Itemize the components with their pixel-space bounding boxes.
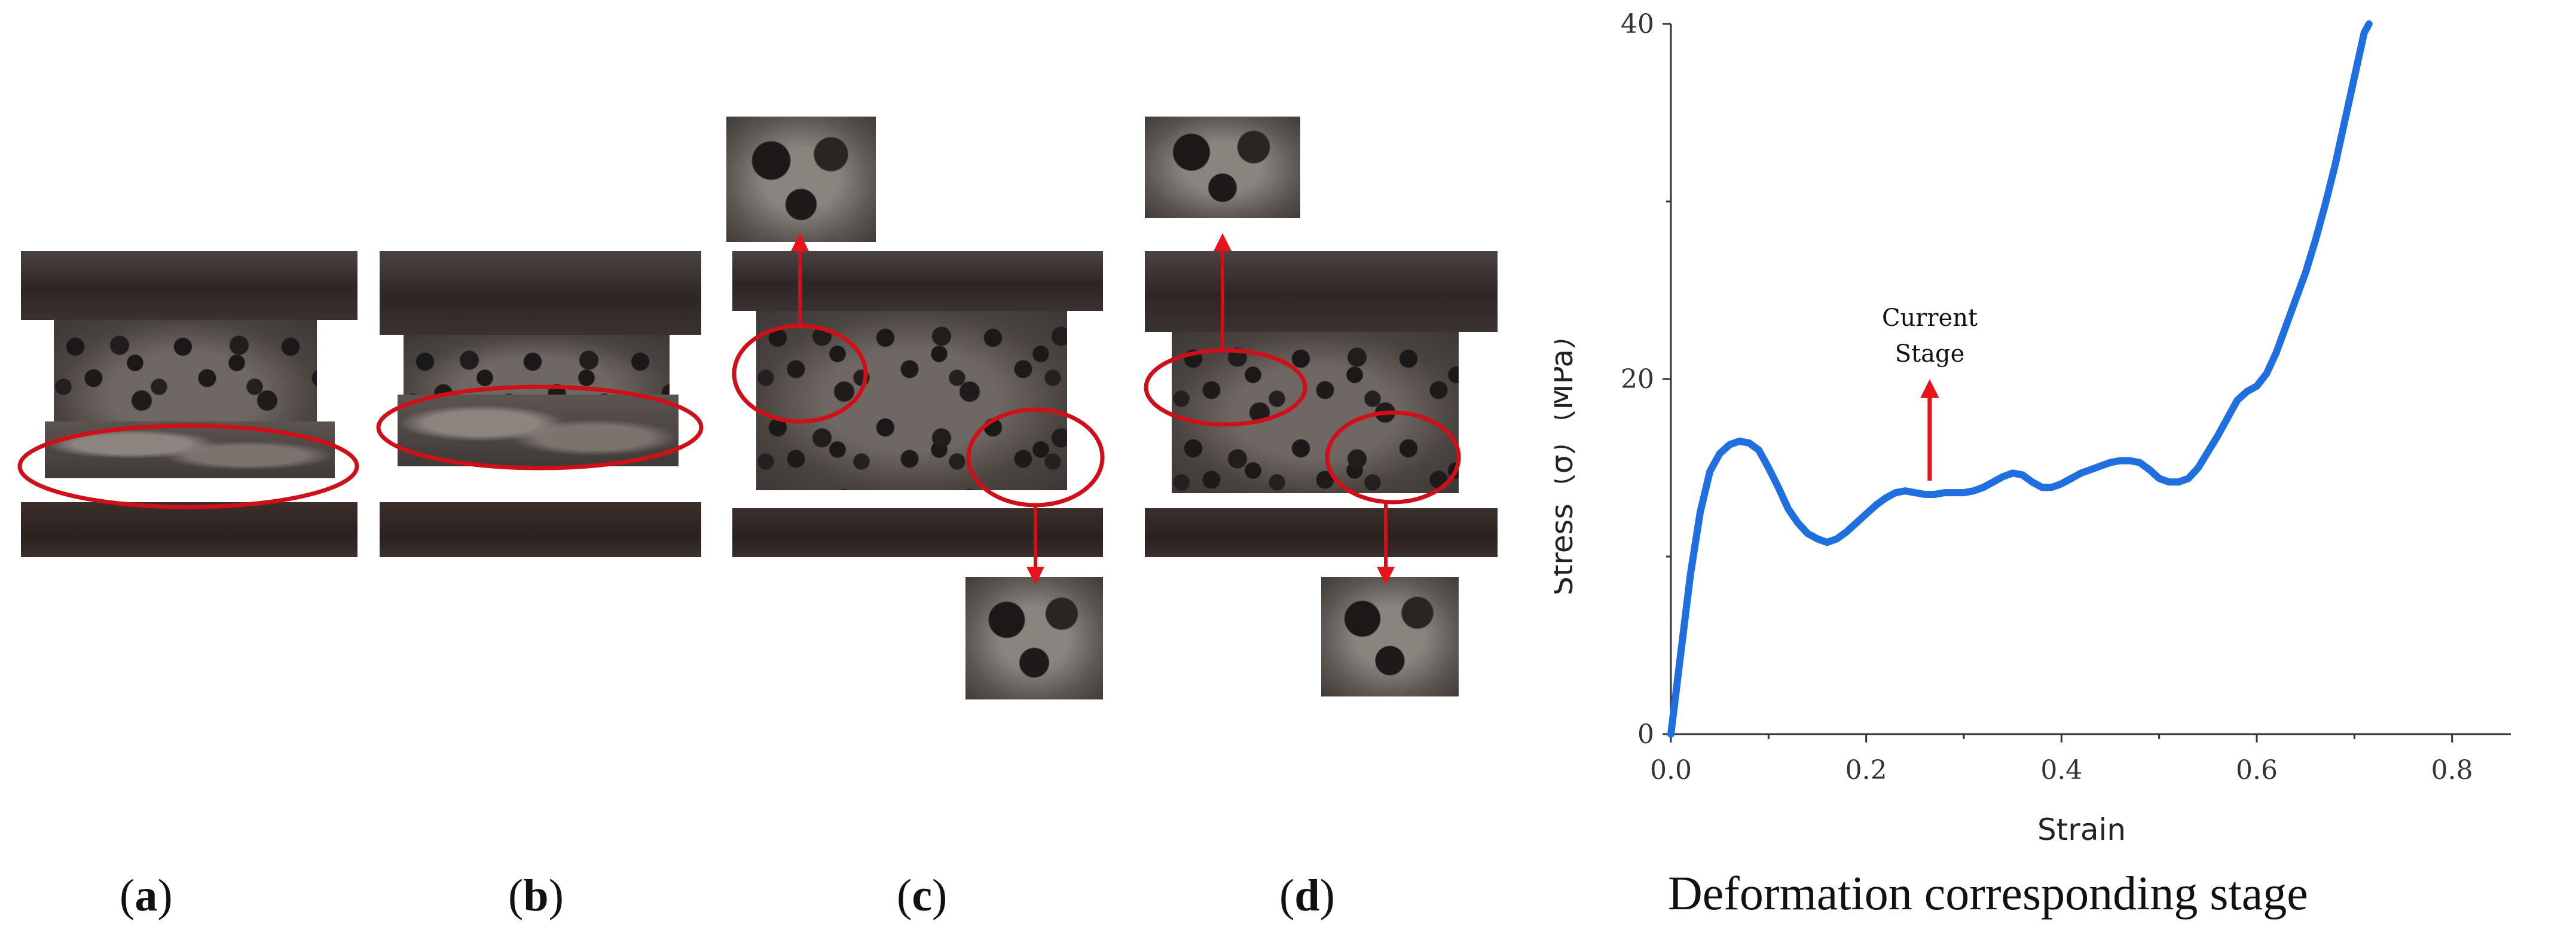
y-tick-label: 0 [1637, 719, 1654, 750]
figure-caption: Deformation corresponding stage [1668, 867, 2308, 920]
panel-label-a: (a) [120, 870, 173, 922]
y-tick-label: 20 [1621, 364, 1654, 395]
panel-label-open: ( [1279, 870, 1295, 921]
x-axis-label: Strain [2037, 812, 2126, 847]
upper-platen [21, 251, 357, 320]
panel-label-b: (b) [508, 870, 564, 922]
lower-platen [1145, 508, 1498, 557]
panel-label-letter: a [135, 870, 158, 921]
chart-ticks: 0.0 0.2 0.4 0.6 0.8 0 20 40 [1621, 9, 2473, 786]
foam-specimen [756, 311, 1067, 490]
panel-label-close: ) [157, 870, 173, 921]
crushed-layer [45, 421, 335, 478]
crushed-layer [398, 395, 679, 466]
panel-label-letter: d [1294, 870, 1320, 921]
x-tick-label: 0.4 [2040, 755, 2082, 786]
x-tick-label: 0.2 [1845, 755, 1887, 786]
stress-strain-curve [1667, 20, 2373, 738]
panel-label-close: ) [932, 870, 948, 921]
zoom-inset-bottom-c [965, 577, 1103, 699]
panel-label-c: (c) [897, 870, 947, 922]
upper-platen [732, 251, 1103, 311]
panel-label-close: ) [548, 870, 564, 921]
lower-platen [732, 508, 1103, 557]
panel-label-close: ) [1319, 870, 1335, 921]
photo-panel-d [1145, 251, 1498, 557]
lower-platen [380, 502, 701, 557]
upper-platen [380, 251, 701, 335]
zoom-inset-bottom-d [1321, 577, 1459, 696]
chart-plot-area [1667, 20, 2373, 738]
foam-specimen [1172, 332, 1459, 493]
panel-label-open: ( [897, 870, 912, 921]
zoom-inset-top-c [726, 117, 876, 242]
chart-axes [1670, 24, 2511, 735]
lower-platen [21, 502, 357, 557]
upper-platen [1145, 251, 1498, 332]
zoom-inset-top-d [1145, 117, 1300, 218]
panel-label-d: (d) [1279, 870, 1335, 922]
photo-panel-b [380, 251, 701, 557]
annotation-line-1: Current [1882, 304, 1978, 332]
y-tick-label: 40 [1621, 9, 1654, 39]
x-tick-label: 0.0 [1650, 755, 1692, 786]
annotation-line-2: Stage [1895, 340, 1965, 368]
panel-label-open: ( [120, 870, 135, 921]
panel-label-open: ( [508, 870, 524, 921]
x-tick-label: 0.8 [2431, 755, 2473, 786]
y-axis-label: Stress（σ）（MPa） [1554, 319, 1579, 595]
panel-label-letter: c [912, 870, 933, 921]
x-tick-label: 0.6 [2236, 755, 2278, 786]
stress-strain-chart: 0.0 0.2 0.4 0.6 0.8 0 20 40 Strain Stress（σ）（MP… [1554, 9, 2511, 847]
photo-panel-a [21, 251, 357, 557]
photo-panel-c [732, 251, 1103, 557]
panel-label-letter: b [523, 870, 549, 921]
